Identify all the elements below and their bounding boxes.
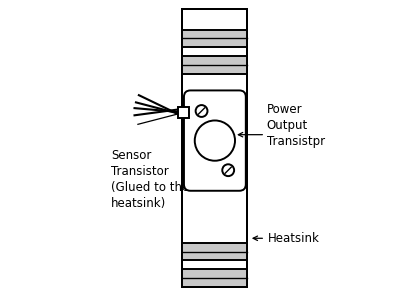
Circle shape xyxy=(196,105,208,117)
Bar xyxy=(183,9,248,287)
Bar xyxy=(183,56,248,74)
Circle shape xyxy=(222,164,234,176)
Bar xyxy=(183,30,248,47)
Bar xyxy=(183,9,248,287)
Circle shape xyxy=(195,120,235,161)
FancyBboxPatch shape xyxy=(184,91,246,191)
Bar xyxy=(183,269,248,287)
Bar xyxy=(178,107,189,118)
Text: Sensor
Transistor
(Glued to the
heatsink): Sensor Transistor (Glued to the heatsink… xyxy=(111,149,190,210)
Text: Heatsink: Heatsink xyxy=(268,232,320,245)
Text: Power
Output
Transistpr: Power Output Transistpr xyxy=(267,103,325,148)
Bar xyxy=(183,243,248,260)
